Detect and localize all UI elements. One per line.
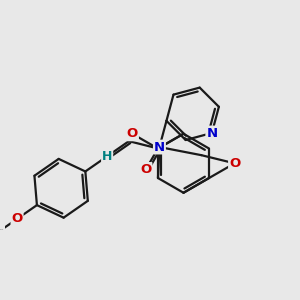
Text: O: O <box>11 212 23 225</box>
Text: O: O <box>127 127 138 140</box>
Text: methoxy: methoxy <box>0 229 4 230</box>
Text: N: N <box>154 141 165 154</box>
Text: O: O <box>140 163 152 176</box>
Text: H: H <box>102 150 112 163</box>
Text: O: O <box>229 157 240 170</box>
Text: N: N <box>206 127 218 140</box>
